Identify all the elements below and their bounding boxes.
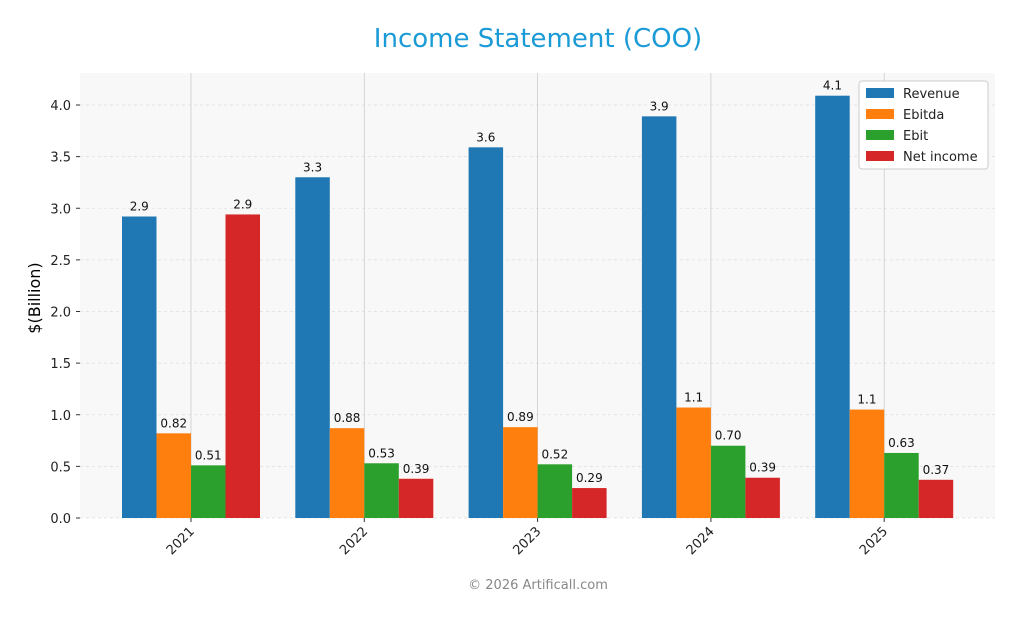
y-tick-label: 4.0 bbox=[50, 99, 71, 114]
bar-net-income-2025 bbox=[918, 479, 954, 518]
x-tick-label: 2022 bbox=[337, 524, 371, 558]
bar-value-label: 1.1 bbox=[857, 393, 876, 407]
bar-value-label: 1.1 bbox=[684, 391, 703, 405]
chart-title: Income Statement (COO) bbox=[374, 24, 702, 54]
bar-ebitda-2024 bbox=[676, 407, 711, 518]
legend-label: Ebitda bbox=[903, 108, 944, 123]
legend: Revenue Ebitda Ebit Net income bbox=[858, 80, 989, 170]
legend-label: Ebit bbox=[903, 129, 928, 144]
bar-value-label: 0.70 bbox=[715, 429, 742, 443]
legend-label: Revenue bbox=[903, 87, 960, 102]
y-tick-label: 0.0 bbox=[50, 512, 71, 527]
bar-ebitda-2021 bbox=[156, 433, 191, 518]
legend-swatch bbox=[866, 88, 894, 98]
bar-net-income-2022 bbox=[398, 478, 434, 518]
bar-value-label: 0.88 bbox=[334, 411, 361, 425]
bar-ebitda-2025 bbox=[849, 409, 885, 518]
bar-value-label: 3.6 bbox=[476, 130, 495, 144]
y-tick-label: 2.5 bbox=[50, 254, 71, 269]
bar-ebit-2023 bbox=[537, 464, 573, 518]
legend-swatch bbox=[866, 130, 894, 140]
bar-revenue-2025 bbox=[815, 95, 850, 519]
y-tick-label: 2.0 bbox=[50, 306, 71, 321]
bar-value-label: 0.52 bbox=[541, 447, 568, 461]
bar-value-label: 4.1 bbox=[823, 79, 842, 93]
y-tick-label: 0.5 bbox=[50, 460, 71, 475]
y-tick-label: 1.0 bbox=[50, 409, 71, 424]
bar-value-label: 2.9 bbox=[130, 200, 149, 214]
x-tick-label: 2024 bbox=[684, 524, 718, 558]
bar-value-label: 0.51 bbox=[195, 448, 222, 462]
bar-ebit-2021 bbox=[191, 465, 226, 518]
bar-value-label: 0.39 bbox=[403, 462, 430, 476]
bar-value-label: 0.29 bbox=[576, 471, 603, 485]
y-tick-label: 3.5 bbox=[50, 151, 71, 166]
bar-revenue-2024 bbox=[641, 116, 677, 519]
bar-value-label: 2.9 bbox=[233, 197, 252, 211]
bar-net-income-2021 bbox=[225, 214, 260, 518]
y-axis-label: $(Billion) bbox=[25, 262, 44, 333]
bar-value-label: 0.82 bbox=[160, 416, 187, 430]
y-tick-label: 3.0 bbox=[50, 202, 71, 217]
bar-value-label: 3.3 bbox=[303, 160, 322, 174]
bar-value-label: 3.9 bbox=[650, 99, 669, 113]
x-tick-label: 2021 bbox=[164, 524, 198, 558]
x-tick-label: 2025 bbox=[857, 524, 891, 558]
bar-net-income-2023 bbox=[572, 488, 607, 518]
bar-ebit-2024 bbox=[710, 445, 746, 518]
bar-net-income-2024 bbox=[745, 477, 780, 518]
legend-box bbox=[858, 80, 989, 170]
bar-value-label: 0.39 bbox=[749, 461, 776, 475]
bar-value-label: 0.63 bbox=[888, 436, 915, 450]
legend-swatch bbox=[866, 151, 894, 161]
x-tick-label: 2023 bbox=[510, 524, 544, 558]
bar-revenue-2021 bbox=[122, 216, 157, 518]
y-tick-label: 1.5 bbox=[50, 357, 71, 372]
bar-ebitda-2023 bbox=[503, 427, 538, 518]
bar-value-label: 0.53 bbox=[368, 446, 395, 460]
bar-ebit-2025 bbox=[884, 452, 919, 518]
footer-copyright: © 2026 Artificall.com bbox=[468, 578, 608, 593]
bar-value-label: 0.89 bbox=[507, 410, 534, 424]
legend-label: Net income bbox=[903, 150, 978, 165]
bar-value-label: 0.37 bbox=[923, 463, 950, 477]
bar-ebitda-2022 bbox=[329, 428, 365, 518]
bar-ebit-2022 bbox=[364, 463, 399, 518]
bar-revenue-2022 bbox=[295, 177, 330, 518]
bar-revenue-2023 bbox=[468, 147, 504, 518]
legend-swatch bbox=[866, 109, 894, 119]
